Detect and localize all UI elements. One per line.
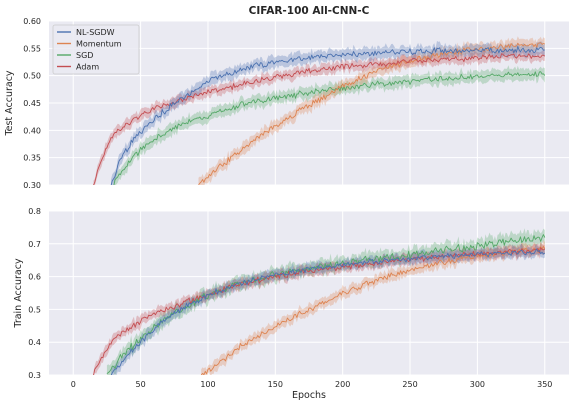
test-y-tick-label: 0.50 <box>23 72 41 81</box>
train-y-tick-label: 0.7 <box>28 240 41 249</box>
test-line-momentum <box>198 42 545 185</box>
test-line-sgd <box>113 71 546 185</box>
legend-label-momentum: Momentum <box>76 40 122 49</box>
x-tick-label: 100 <box>200 380 215 389</box>
chart-title: CIFAR-100 All-CNN-C <box>249 5 370 17</box>
train-y-axis-label: Train Accuracy <box>13 258 24 329</box>
train-band-momentum <box>201 240 545 375</box>
x-tick-labels: 0 50 100 150 200 250 300 350 <box>71 380 553 389</box>
test-y-tick-label: 0.30 <box>23 181 41 190</box>
test-y-axis-label: Test Accuracy <box>4 70 15 136</box>
x-tick-label: 250 <box>402 380 417 389</box>
train-gridlines <box>49 210 569 376</box>
x-tick-label: 200 <box>335 380 350 389</box>
test-y-tick-labels: 0.30 0.35 0.40 0.45 0.50 0.55 0.60 <box>23 17 41 190</box>
test-y-tick-label: 0.55 <box>23 44 41 53</box>
test-band-adam <box>93 48 545 185</box>
test-line-nl-sgdw <box>110 46 545 185</box>
test-band-nl-sgdw <box>111 40 545 185</box>
x-tick-label: 350 <box>537 380 552 389</box>
x-axis-label: Epochs <box>292 390 326 401</box>
legend: NL-SGDW Momentum SGD Adam <box>52 24 140 75</box>
test-accuracy-panel: 0.30 0.35 0.40 0.45 0.50 0.55 0.60 CIFAR-100 A… <box>4 5 569 190</box>
train-line-momentum <box>200 245 546 375</box>
x-tick-label: 50 <box>136 380 146 389</box>
test-band-momentum <box>198 36 545 185</box>
x-tick-label: 300 <box>470 380 485 389</box>
legend-box <box>52 24 140 75</box>
test-y-tick-label: 0.35 <box>23 154 41 163</box>
train-y-tick-label: 0.3 <box>28 371 41 380</box>
train-y-tick-labels: 0.3 0.4 0.5 0.6 0.7 0.8 <box>28 207 41 380</box>
train-y-tick-label: 0.6 <box>28 273 41 282</box>
test-y-tick-label: 0.40 <box>23 126 41 135</box>
train-band-adam <box>93 242 545 375</box>
test-line-adam <box>93 53 546 185</box>
test-y-tick-label: 0.45 <box>23 99 41 108</box>
legend-label-adam: Adam <box>76 63 99 72</box>
test-confidence-bands <box>93 36 545 185</box>
train-line-nl-sgdw <box>110 248 546 375</box>
legend-label-sgd: SGD <box>76 51 93 60</box>
train-y-tick-label: 0.5 <box>28 305 41 314</box>
test-series-lines <box>93 42 546 185</box>
train-line-adam <box>93 247 546 375</box>
test-gridlines <box>49 20 569 186</box>
train-y-tick-label: 0.4 <box>28 338 41 347</box>
x-tick-label: 150 <box>268 380 283 389</box>
test-band-sgd <box>113 65 545 185</box>
train-y-tick-label: 0.8 <box>28 207 41 216</box>
x-tick-label: 0 <box>71 380 76 389</box>
train-series-lines <box>93 234 546 375</box>
train-accuracy-panel: 0.3 0.4 0.5 0.6 0.7 0.8 0 50 100 150 200 250 300 350… <box>13 207 569 401</box>
legend-label-nl-sgdw: NL-SGDW <box>76 28 115 37</box>
test-y-tick-label: 0.60 <box>23 17 41 26</box>
